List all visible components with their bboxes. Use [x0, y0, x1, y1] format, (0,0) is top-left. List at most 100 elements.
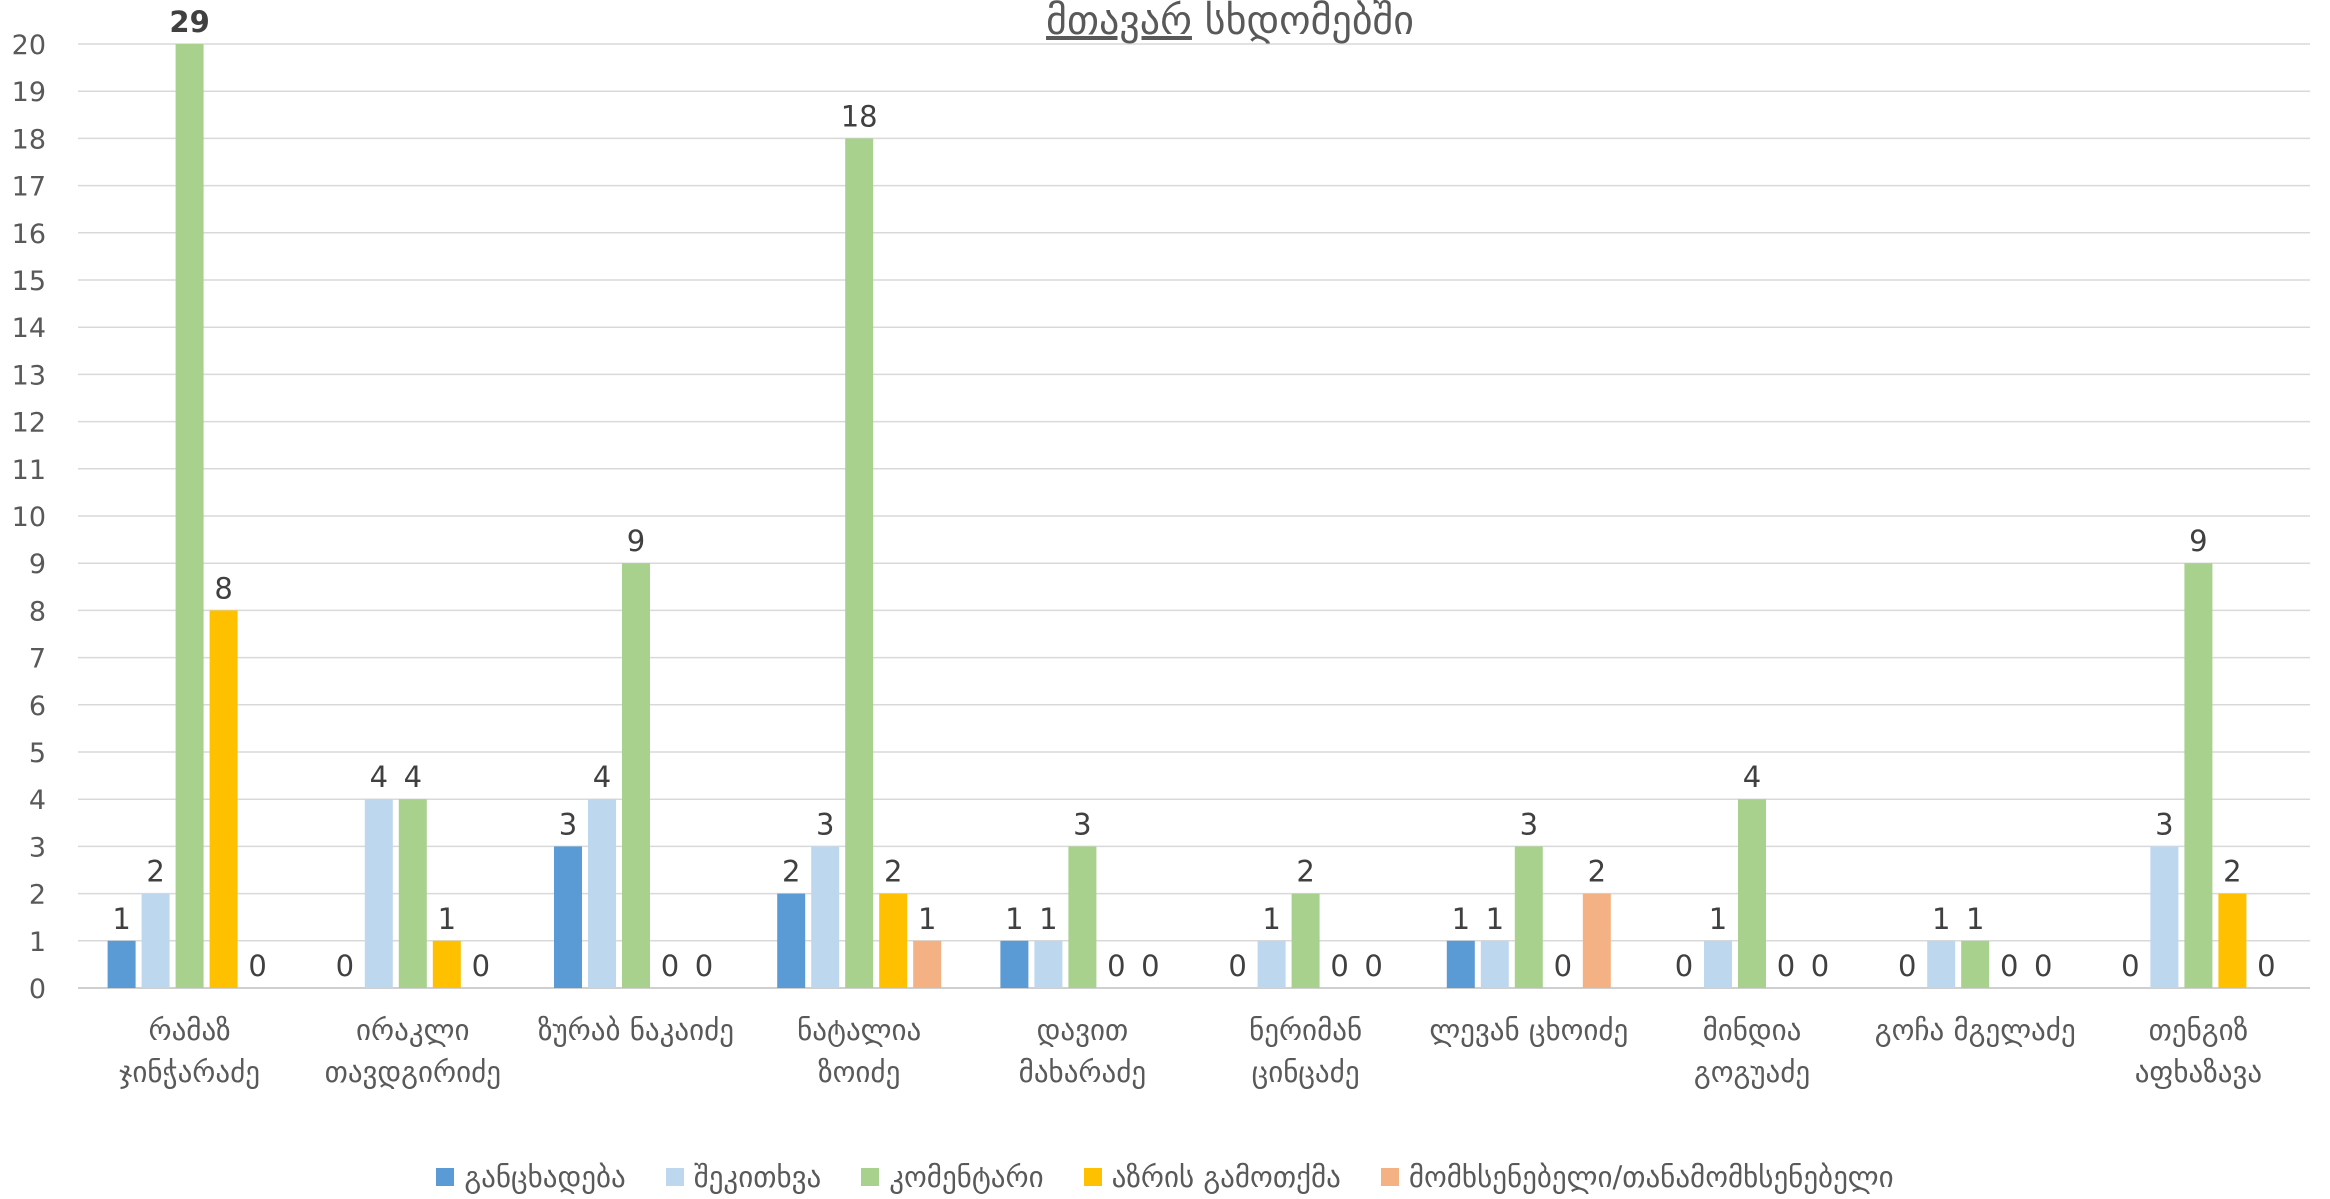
x-category-label: მინდია გოგუაძე [1694, 1013, 1810, 1089]
data-label: 1 [1039, 902, 1057, 936]
legend: განცხადება შეკითხვა კომენტარი აზრის გამოთქმ… [0, 1160, 2330, 1194]
x-category-line: თენგიზ [2149, 1013, 2248, 1047]
chart-title-part-3: სხდომებში [1205, 0, 1414, 44]
data-label: 1 [1932, 902, 1950, 936]
data-label: 3 [1073, 807, 1091, 841]
data-label: 2 [884, 855, 902, 889]
x-category-line: დავით [1037, 1013, 1129, 1047]
y-tick-label: 17 [12, 172, 46, 203]
x-category-line: ნერიმან [1249, 1013, 1362, 1047]
data-label: 0 [695, 949, 713, 983]
data-label: 0 [336, 949, 354, 983]
y-tick-label: 11 [12, 455, 46, 486]
data-label: 0 [1777, 949, 1795, 983]
bar [1000, 940, 1029, 988]
data-label: 2 [2223, 855, 2241, 889]
data-label: 1 [438, 902, 456, 936]
x-category-label: ზურაბ ნაკაიძე [538, 1013, 734, 1047]
bar [777, 893, 806, 988]
y-tick-label: 15 [12, 266, 46, 297]
y-tick-label: 13 [12, 360, 46, 391]
data-label: 2 [1296, 855, 1314, 889]
legend-item: კომენტარი [861, 1160, 1044, 1194]
data-label: 9 [2189, 524, 2207, 558]
bar [1514, 846, 1543, 988]
data-label: 1 [1262, 902, 1280, 936]
y-tick-label: 4 [29, 785, 46, 816]
y-tick-label: 14 [12, 313, 46, 344]
y-tick-label: 8 [29, 596, 46, 627]
y-tick-label: 10 [12, 502, 46, 533]
data-label: 0 [1107, 949, 1125, 983]
y-tick-label: 16 [12, 219, 46, 250]
x-category-label: თენგიზ აფხაზავა [2135, 1013, 2262, 1089]
data-label: 1 [1452, 902, 1470, 936]
y-tick-label: 2 [29, 880, 46, 911]
x-category-label: ნატალია ზოიძე [797, 1013, 921, 1089]
data-label: 0 [1364, 949, 1382, 983]
x-category-line: გოგუაძე [1694, 1055, 1810, 1089]
y-tick-label: 19 [12, 77, 46, 108]
legend-swatch [665, 1168, 684, 1186]
data-label: 4 [1743, 760, 1761, 794]
bar [1480, 940, 1509, 988]
bar [2218, 893, 2247, 988]
legend-label: შეკითხვა [693, 1160, 822, 1194]
data-label: 0 [1554, 949, 1572, 983]
data-label: 29 [169, 5, 209, 39]
x-category-line: ზურაბ ნაკაიძე [538, 1013, 734, 1047]
bar [622, 563, 650, 988]
gridlines [78, 43, 2310, 989]
x-category-label: გოჩა მგელაძე [1875, 1013, 2076, 1047]
y-tick-label: 18 [12, 124, 46, 155]
data-label: 0 [248, 949, 266, 983]
x-category-label: დავით მახარაძე [1019, 1013, 1146, 1089]
data-label: 1 [1966, 902, 1984, 936]
x-category-label: ლევან ცხოიძე [1429, 1013, 1628, 1047]
legend-swatch [861, 1168, 880, 1186]
chart-title: მთავარ სხდომებში [1046, 0, 1414, 44]
x-axis-categories: რამაზ ჯინჭარაძე ირაკლი თავდგირიძე ზურაბ ნაკა… [119, 1013, 2262, 1089]
bar [398, 799, 427, 988]
bar [175, 44, 204, 988]
legend-item: მომხსენებელი/თანამომხსენებელი [1380, 1160, 1894, 1194]
data-label: 0 [472, 949, 490, 983]
legend-label: კომენტარი [889, 1160, 1044, 1194]
data-label: 4 [370, 760, 388, 794]
bar [107, 940, 136, 988]
bar [1961, 940, 1990, 988]
data-label: 1 [1486, 902, 1504, 936]
data-label: 0 [1675, 949, 1693, 983]
data-label: 18 [841, 99, 878, 133]
x-category-line: ცინცაძე [1252, 1055, 1360, 1089]
data-label: 2 [146, 855, 164, 889]
data-label: 0 [1228, 949, 1246, 983]
bar [1704, 940, 1732, 988]
data-label: 0 [1811, 949, 1829, 983]
bar [1068, 846, 1097, 988]
data-label: 3 [1520, 807, 1538, 841]
legend-swatch [1380, 1168, 1399, 1186]
data-label: 9 [627, 524, 645, 558]
x-category-line: ნატალია [797, 1013, 921, 1047]
data-label: 1 [112, 902, 130, 936]
bar [879, 893, 908, 988]
bar [1738, 799, 1766, 988]
bar [845, 138, 874, 988]
data-label: 0 [1330, 949, 1348, 983]
data-label: 3 [816, 807, 834, 841]
data-label: 1 [918, 902, 936, 936]
data-label: 3 [559, 807, 577, 841]
bar [1582, 893, 1611, 988]
data-label: 0 [1141, 949, 1159, 983]
legend-item: განცხადება [436, 1160, 626, 1194]
legend-item: აზრის გამოთქმა [1083, 1160, 1341, 1194]
legend-label: განცხადება [464, 1160, 626, 1194]
legend-label: მომხსენებელი/თანამომხსენებელი [1408, 1160, 1894, 1194]
data-label: 0 [2121, 949, 2139, 983]
bar [913, 940, 942, 988]
legend-item: შეკითხვა [665, 1160, 822, 1194]
data-label: 2 [1588, 855, 1606, 889]
bar [364, 799, 393, 988]
